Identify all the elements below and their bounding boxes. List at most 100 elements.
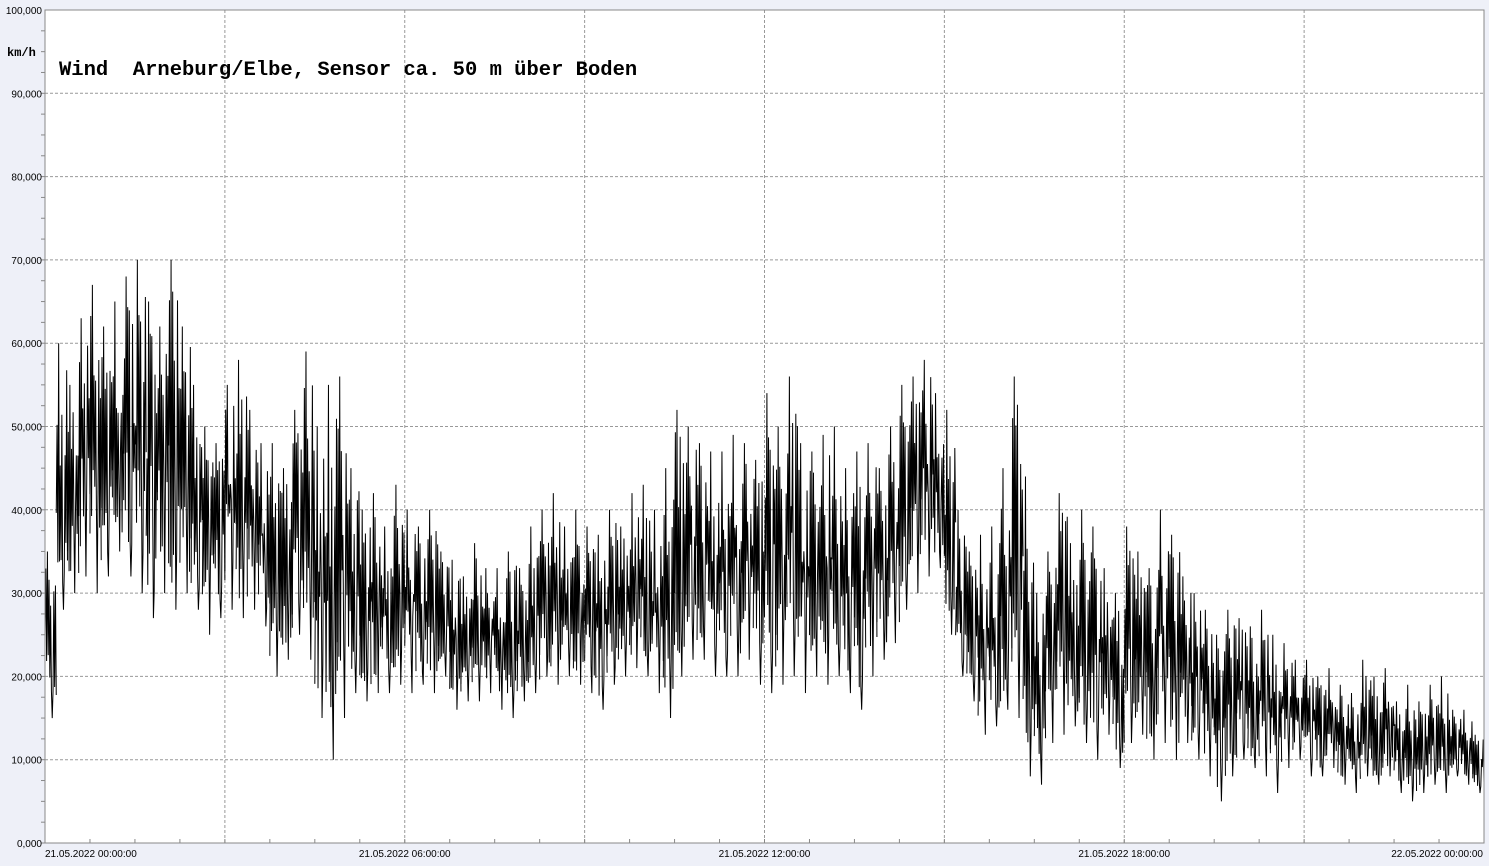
y-tick-label: 70,000: [11, 256, 42, 267]
y-tick-label: 60,000: [11, 339, 42, 350]
wind-series-segment: [685, 426, 698, 660]
wind-series-segment: [314, 426, 327, 719]
wind-series-segment: [1326, 668, 1339, 769]
x-tick-label: 21.05.2022 06:00:00: [359, 849, 451, 860]
wind-series-segment: [1449, 709, 1463, 777]
wind-series-segment: [674, 409, 687, 677]
wind-series-segment: [426, 509, 439, 694]
wind-series-segment: [168, 259, 181, 610]
wind-series-segment: [1000, 468, 1013, 710]
wind-series-segment: [1258, 609, 1271, 777]
y-tick-label: 20,000: [11, 672, 42, 683]
wind-series-segment: [460, 576, 473, 702]
y-tick-label: 0,000: [17, 839, 42, 850]
wind-series-segment: [775, 426, 788, 685]
wind-series-segment: [258, 443, 271, 627]
y-tick-label: 30,000: [11, 589, 42, 600]
wind-series-segment: [797, 443, 810, 694]
wind-series: [44, 259, 1485, 802]
wind-series-segment: [393, 484, 406, 685]
wind-series-segment: [1134, 551, 1148, 735]
wind-series-segment: [1359, 659, 1373, 777]
y-tick-label: 40,000: [11, 506, 42, 517]
wind-series-segment: [404, 509, 417, 694]
wind-series-segment: [1281, 643, 1294, 769]
wind-series-segment: [1078, 509, 1092, 744]
wind-series-segment: [921, 359, 934, 577]
wind-series-segment: [89, 284, 102, 594]
wind-series-segment: [943, 409, 957, 635]
wind-series-segment: [201, 426, 215, 635]
x-tick-label: 22.05.2022 00:00:00: [1391, 849, 1483, 860]
wind-series-segment: [730, 434, 743, 677]
x-tick-label: 21.05.2022 18:00:00: [1078, 849, 1170, 860]
wind-series-segment: [1348, 693, 1361, 794]
wind-series-segment: [808, 451, 822, 677]
wind-series-segment: [1314, 676, 1328, 777]
y-tick-label: 90,000: [11, 89, 42, 100]
wind-series-segment: [640, 484, 653, 677]
wind-series-segment: [1416, 701, 1429, 794]
wind-series-segment: [471, 543, 484, 702]
wind-series-segment: [606, 509, 619, 685]
wind-series-segment: [482, 568, 496, 694]
y-tick-label: 80,000: [11, 173, 42, 184]
wind-series-segment: [898, 384, 912, 610]
wind-series-segment: [595, 534, 608, 710]
wind-series-segment: [100, 326, 113, 577]
wind-series-segment: [764, 393, 777, 694]
wind-series-segment: [381, 526, 395, 694]
wind-series-segment: [111, 301, 125, 552]
wind-series-segment: [1382, 668, 1395, 777]
wind-series-segment: [1213, 634, 1226, 802]
wind-series-segment: [55, 343, 68, 610]
wind-series-segment: [1438, 676, 1451, 794]
wind-series-segment: [831, 426, 844, 677]
wind-series-segment: [224, 384, 237, 610]
wind-series-segment: [1247, 626, 1260, 769]
wind-series-segment: [1168, 534, 1181, 760]
wind-series-segment: [66, 384, 80, 594]
wind-series-segment: [1472, 734, 1485, 794]
wind-series-segment: [932, 393, 945, 569]
wind-series-segment: [865, 443, 878, 677]
wind-series-segment: [1045, 551, 1058, 744]
wind-series-segment: [336, 376, 350, 719]
wind-series-segment: [561, 526, 574, 677]
wind-series-segment: [359, 509, 372, 702]
wind-series-segment: [449, 559, 462, 710]
wind-series-segment: [539, 509, 552, 677]
wind-series-segment: [966, 551, 979, 702]
wind-series-segment: [1404, 684, 1418, 802]
wind-series-segment: [291, 409, 305, 635]
wind-series-segment: [1292, 659, 1305, 760]
y-tick-label: 50,000: [11, 423, 42, 434]
wind-series-segment: [325, 384, 338, 760]
wind-series-segment: [1056, 493, 1069, 735]
wind-series-segment: [1236, 618, 1249, 760]
wind-series-segment: [842, 468, 855, 694]
x-tick-label: 21.05.2022 00:00:00: [45, 849, 137, 860]
wind-series-segment: [1303, 659, 1316, 777]
wind-series-segment: [629, 493, 642, 669]
wind-series-segment: [550, 493, 563, 685]
wind-series-segment: [1067, 543, 1080, 727]
wind-series-segment: [1123, 526, 1136, 744]
wind-series-segment: [662, 468, 676, 719]
wind-series-segment: [617, 526, 631, 677]
wind-series-segment: [246, 409, 260, 610]
wind-series-segment: [1191, 593, 1204, 760]
wind-series-segment: [876, 468, 889, 660]
wind-series-segment: [707, 451, 721, 677]
wind-series-segment: [505, 551, 518, 719]
wind-series-segment: [415, 526, 428, 685]
wind-series-segment: [1112, 593, 1125, 769]
wind-series-segment: [269, 443, 282, 677]
wind-series-segment: [1393, 701, 1406, 794]
wind-series-segment: [370, 493, 383, 694]
wind-series-segment: [853, 451, 867, 710]
chart-title: Wind Arneburg/Elbe, Sensor ca. 50 m über…: [59, 59, 637, 82]
wind-series-segment: [235, 359, 248, 619]
wind-series-segment: [1033, 593, 1047, 785]
